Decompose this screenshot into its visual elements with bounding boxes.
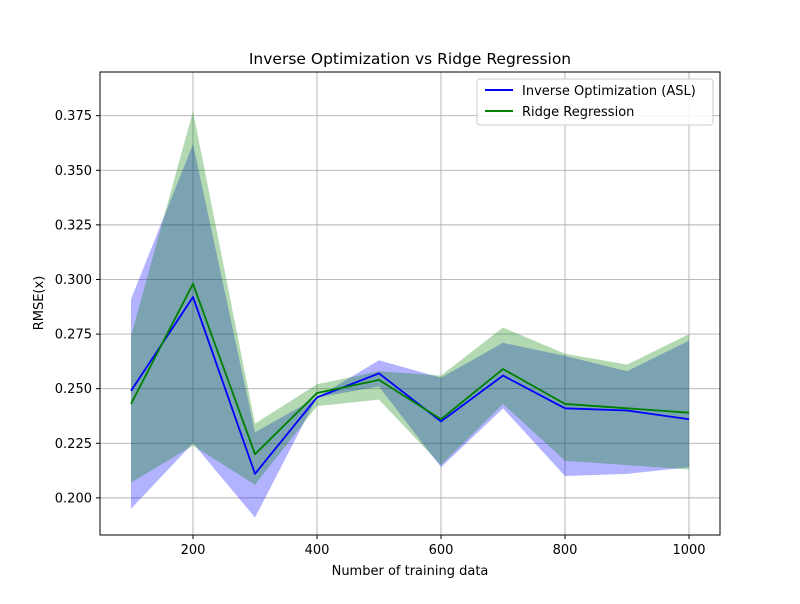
y-tick-label: 0.300 [55, 273, 92, 288]
y-tick-label: 0.200 [55, 491, 92, 506]
x-tick-label: 600 [429, 543, 454, 558]
x-tick-label: 1000 [672, 543, 705, 558]
y-tick-label: 0.250 [55, 382, 92, 397]
x-axis-label: Number of training data [332, 564, 489, 579]
x-tick-label: 400 [305, 543, 330, 558]
x-tick-label: 800 [553, 543, 578, 558]
y-tick-label: 0.350 [55, 164, 92, 179]
y-tick-label: 0.325 [55, 218, 92, 233]
legend-label-inverse-optimization: Inverse Optimization (ASL) [522, 84, 696, 99]
chart-title: Inverse Optimization vs Ridge Regression [249, 50, 571, 68]
legend-label-ridge-regression: Ridge Regression [522, 105, 634, 120]
y-axis-label: RMSE(x) [32, 276, 47, 331]
y-tick-label: 0.275 [55, 328, 92, 343]
x-tick-label: 200 [181, 543, 206, 558]
y-tick-label: 0.375 [55, 109, 92, 124]
legend: Inverse Optimization (ASL) Ridge Regress… [477, 79, 713, 125]
y-tick-label: 0.225 [55, 437, 92, 452]
